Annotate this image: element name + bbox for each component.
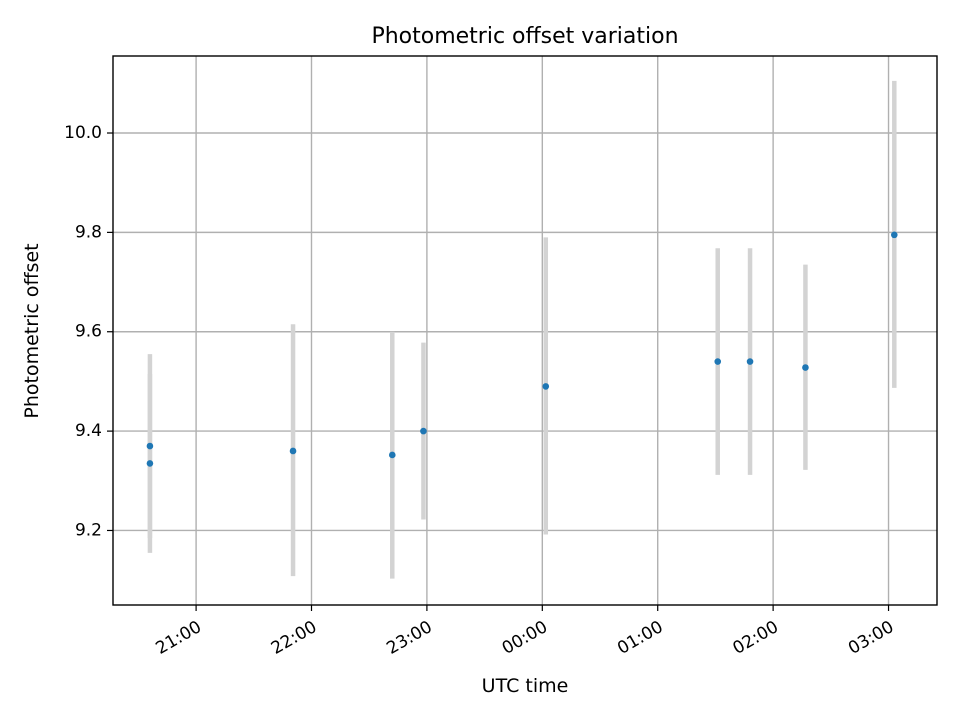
error-bars: [147, 80, 897, 579]
x-axis-label: UTC time: [482, 675, 569, 697]
x-tick-label: 23:00: [383, 617, 435, 659]
data-points: [146, 231, 898, 467]
y-tick-label: 9.8: [75, 222, 102, 242]
y-tick-label: 9.4: [75, 421, 102, 441]
plot-frame: [112, 55, 938, 606]
y-tick-label: 10.0: [64, 123, 102, 143]
x-tick-label: 03:00: [845, 617, 897, 659]
x-tick-label: 00:00: [499, 617, 551, 659]
y-axis-label: Photometric offset: [21, 243, 43, 418]
chart-title: Photometric offset variation: [371, 24, 678, 49]
grid-lines: [113, 56, 937, 605]
data-point: [289, 447, 297, 455]
x-tick-label: 01:00: [614, 617, 666, 659]
x-tick-label: 22:00: [268, 617, 320, 659]
x-tick-label: 21:00: [153, 617, 205, 659]
data-point: [388, 451, 396, 459]
x-tick-label: 02:00: [730, 617, 782, 659]
data-point: [746, 358, 754, 365]
data-point: [146, 460, 154, 467]
data-point: [714, 358, 722, 365]
data-point: [420, 427, 427, 435]
data-point: [802, 364, 809, 371]
y-tick-label: 9.6: [75, 322, 102, 342]
y-tick-label: 9.2: [75, 520, 102, 540]
data-point: [542, 383, 550, 390]
axis-ticks: 21:00 22:00 23:00 00:00 01:00 02:00 03:00 9.2 9.…: [64, 123, 897, 659]
data-point: [890, 231, 898, 239]
data-point: [146, 442, 154, 450]
